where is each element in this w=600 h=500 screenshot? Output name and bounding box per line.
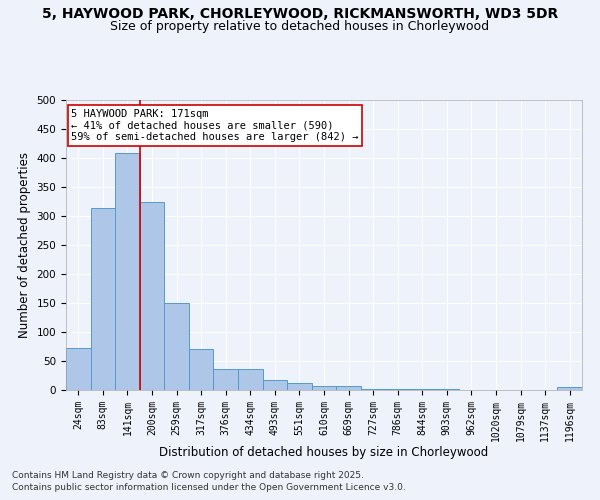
Text: Contains public sector information licensed under the Open Government Licence v3: Contains public sector information licen…	[12, 483, 406, 492]
Bar	[164, 303, 189, 390]
Bar	[336, 386, 361, 390]
Bar	[434, 389, 459, 390]
Text: 5, HAYWOOD PARK, CHORLEYWOOD, RICKMANSWORTH, WD3 5DR: 5, HAYWOOD PARK, CHORLEYWOOD, RICKMANSWO…	[42, 8, 558, 22]
Bar	[287, 383, 312, 390]
Bar	[115, 154, 140, 390]
Bar	[385, 389, 410, 390]
Bar	[263, 380, 287, 390]
Bar	[361, 389, 385, 390]
Text: Contains HM Land Registry data © Crown copyright and database right 2025.: Contains HM Land Registry data © Crown c…	[12, 471, 364, 480]
Bar	[66, 348, 91, 390]
Bar	[91, 208, 115, 390]
Y-axis label: Number of detached properties: Number of detached properties	[18, 152, 31, 338]
Text: 5 HAYWOOD PARK: 171sqm
← 41% of detached houses are smaller (590)
59% of semi-de: 5 HAYWOOD PARK: 171sqm ← 41% of detached…	[71, 108, 359, 142]
Bar	[312, 386, 336, 390]
Bar	[238, 369, 263, 390]
Bar	[140, 202, 164, 390]
X-axis label: Distribution of detached houses by size in Chorleywood: Distribution of detached houses by size …	[160, 446, 488, 460]
Bar	[189, 350, 214, 390]
Bar	[557, 387, 582, 390]
Bar	[214, 368, 238, 390]
Text: Size of property relative to detached houses in Chorleywood: Size of property relative to detached ho…	[110, 20, 490, 33]
Bar	[410, 389, 434, 390]
